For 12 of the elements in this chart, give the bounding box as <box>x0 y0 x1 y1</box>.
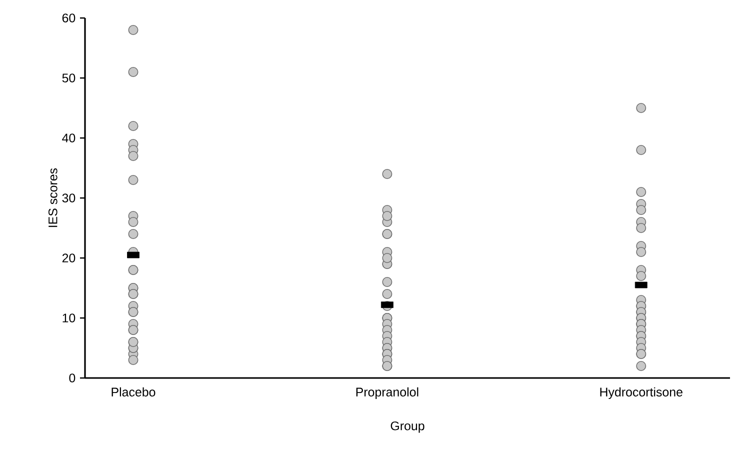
x-tick-label: Hydrocortisone <box>600 387 682 399</box>
y-tick-label: 0 <box>69 374 76 382</box>
y-tick-label: 10 <box>62 314 76 322</box>
y-tick-label: 20 <box>62 254 76 262</box>
y-tick-label: 40 <box>62 134 76 142</box>
x-axis-title: Group <box>390 421 424 433</box>
x-tick-label: Propranolol <box>356 387 418 399</box>
x-tick-label: Placebo <box>112 387 156 396</box>
y-tick-label: 50 <box>62 74 76 82</box>
y-tick-label: 60 <box>62 14 76 22</box>
y-axis-title: IES scores <box>48 168 58 227</box>
y-tick-label: 30 <box>62 194 76 202</box>
